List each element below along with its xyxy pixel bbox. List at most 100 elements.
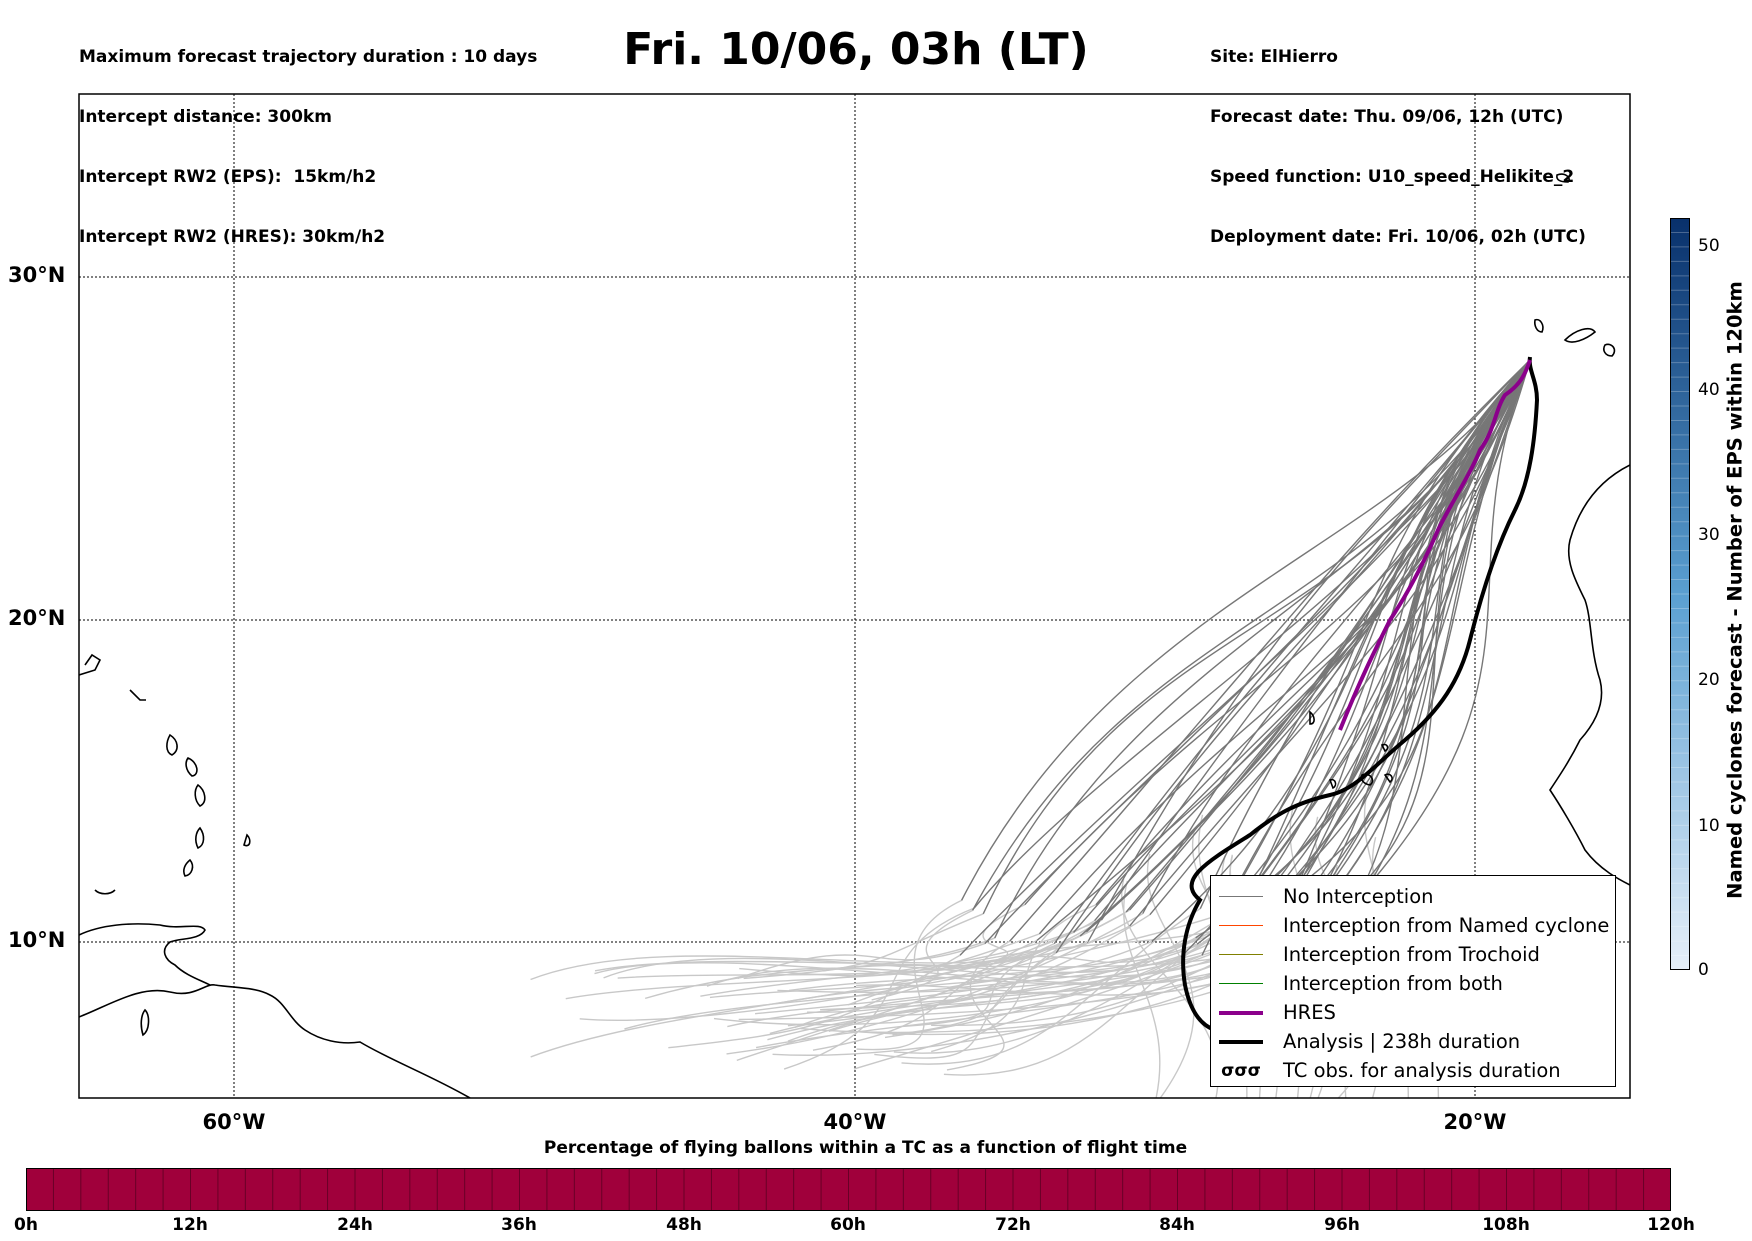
legend-swatch bbox=[1219, 925, 1263, 926]
colorbar-tick: 40 bbox=[1698, 380, 1720, 400]
colorbar-tick: 20 bbox=[1698, 670, 1720, 690]
legend-item: Analysis | 238h duration bbox=[1211, 1027, 1615, 1056]
page-title: Fri. 10/06, 03h (LT) bbox=[623, 24, 1089, 75]
late-trajectory bbox=[530, 920, 1095, 1058]
legend-label: Analysis | 238h duration bbox=[1283, 1030, 1521, 1053]
colorbar-tick: 10 bbox=[1698, 816, 1720, 836]
header-line: Maximum forecast trajectory duration : 1… bbox=[79, 47, 538, 67]
colorbar-tick: 30 bbox=[1698, 525, 1720, 545]
late-trajectory bbox=[700, 920, 1100, 997]
eps-trajectory bbox=[1287, 359, 1531, 940]
eps-trajectory bbox=[1125, 359, 1531, 913]
eps-trajectory bbox=[960, 359, 1531, 901]
legend-item: HRES bbox=[1211, 998, 1615, 1027]
eps-trajectories bbox=[959, 359, 1531, 960]
flight-time-tick: 72h bbox=[995, 1215, 1031, 1235]
eps-trajectory bbox=[1316, 359, 1531, 953]
header-line: Deployment date: Fri. 10/06, 02h (UTC) bbox=[1210, 227, 1586, 247]
legend-item: σσσ TC obs. for analysis duration bbox=[1211, 1056, 1615, 1085]
eps-trajectory bbox=[1310, 359, 1531, 949]
eps-trajectory bbox=[973, 359, 1531, 909]
legend-swatch bbox=[1219, 896, 1263, 897]
tc-symbol-icon: σσσ bbox=[1221, 1060, 1261, 1081]
late-trajectory bbox=[946, 940, 1011, 1071]
late-trajectory bbox=[892, 931, 1087, 1036]
lon-label: 40°W bbox=[823, 1110, 887, 1134]
late-trajectory bbox=[617, 935, 1081, 979]
header-line: Intercept distance: 300km bbox=[79, 107, 332, 127]
eps-trajectory bbox=[1129, 359, 1531, 927]
legend-swatch bbox=[1219, 1039, 1263, 1044]
late-trajectory bbox=[736, 911, 1127, 1062]
late-trajectory bbox=[947, 943, 1198, 970]
flight-time-tick: 36h bbox=[501, 1215, 537, 1235]
flight-time-tick: 120h bbox=[1647, 1215, 1695, 1235]
eps-trajectory bbox=[1055, 359, 1531, 954]
lon-label: 20°W bbox=[1443, 1110, 1507, 1134]
flight-time-tick: 60h bbox=[830, 1215, 866, 1235]
legend-label: Interception from both bbox=[1283, 972, 1503, 995]
colorbar-tick: 50 bbox=[1698, 236, 1720, 256]
lon-label: 60°W bbox=[202, 1110, 266, 1134]
late-trajectory bbox=[737, 942, 986, 980]
legend-item: Interception from Trochoid bbox=[1211, 940, 1615, 969]
late-trajectory bbox=[787, 914, 1151, 1027]
legend-label: TC obs. for analysis duration bbox=[1283, 1059, 1561, 1082]
eps-trajectory bbox=[1149, 359, 1531, 916]
legend-swatch bbox=[1219, 983, 1263, 984]
flight-time-tick: 96h bbox=[1324, 1215, 1360, 1235]
flight-time-bar-title: Percentage of flying ballons within a TC… bbox=[543, 1138, 1188, 1158]
legend-label: HRES bbox=[1283, 1001, 1336, 1024]
eps-trajectory bbox=[1053, 359, 1531, 945]
header-line: Forecast date: Thu. 09/06, 12h (UTC) bbox=[1210, 107, 1564, 127]
legend-swatch bbox=[1219, 1010, 1263, 1015]
eps-trajectory bbox=[1038, 359, 1531, 935]
header-line: Speed function: U10_speed_Helikite_2 bbox=[1210, 167, 1575, 187]
hres-track bbox=[1338, 359, 1532, 731]
eps-trajectory bbox=[1284, 359, 1531, 955]
eps-trajectory bbox=[1095, 359, 1531, 906]
late-trajectory bbox=[644, 937, 995, 1000]
map-legend: No Interception Interception from Named … bbox=[1210, 875, 1616, 1087]
flight-time-tick: 108h bbox=[1482, 1215, 1530, 1235]
header-left-info: Maximum forecast trajectory duration : 1… bbox=[79, 7, 537, 267]
eps-trajectory bbox=[1009, 359, 1531, 942]
legend-swatch bbox=[1219, 954, 1263, 955]
flight-time-bar bbox=[26, 1168, 1671, 1211]
legend-label: Interception from Named cyclone bbox=[1283, 914, 1610, 937]
eps-trajectory bbox=[1036, 359, 1531, 942]
late-trajectory bbox=[624, 943, 1228, 1030]
legend-label: No Interception bbox=[1283, 885, 1434, 908]
legend-label: Interception from Trochoid bbox=[1283, 943, 1540, 966]
late-trajectory bbox=[884, 916, 1224, 1039]
header-line: Intercept RW2 (EPS): 15km/h2 bbox=[79, 167, 377, 187]
flight-time-bar-fill bbox=[26, 1168, 1671, 1211]
late-trajectory bbox=[579, 913, 1222, 1021]
late-trajectory bbox=[787, 956, 1182, 1042]
header-line: Site: ElHierro bbox=[1210, 47, 1338, 67]
late-trajectory bbox=[820, 937, 1196, 1011]
eps-trajectory bbox=[994, 359, 1531, 939]
map-frame bbox=[78, 93, 1631, 1099]
cyclone-count-colorbar bbox=[1670, 218, 1690, 970]
legend-item: No Interception bbox=[1211, 882, 1615, 911]
flight-time-tick: 12h bbox=[172, 1215, 208, 1235]
eps-trajectory bbox=[1196, 359, 1531, 945]
lat-label: 30°N bbox=[8, 263, 66, 287]
flight-time-tick: 24h bbox=[337, 1215, 373, 1235]
late-trajectory bbox=[783, 907, 975, 1070]
eps-trajectory bbox=[1087, 359, 1531, 942]
late-trajectory bbox=[871, 909, 973, 1001]
late-trajectory bbox=[603, 953, 1224, 979]
flight-time-tick: 0h bbox=[14, 1215, 38, 1235]
eps-trajectory bbox=[1291, 359, 1531, 940]
late-trajectory bbox=[565, 925, 1131, 1000]
coastlines bbox=[79, 173, 1630, 1098]
late-trajectory bbox=[772, 949, 1263, 1056]
colorbar-tick: 0 bbox=[1698, 960, 1709, 980]
eps-trajectory bbox=[1265, 359, 1531, 907]
header-right-info: Site: ElHierro Forecast date: Thu. 09/06… bbox=[1210, 7, 1586, 267]
eps-trajectory bbox=[1222, 359, 1531, 955]
eps-trajectory bbox=[984, 359, 1531, 945]
